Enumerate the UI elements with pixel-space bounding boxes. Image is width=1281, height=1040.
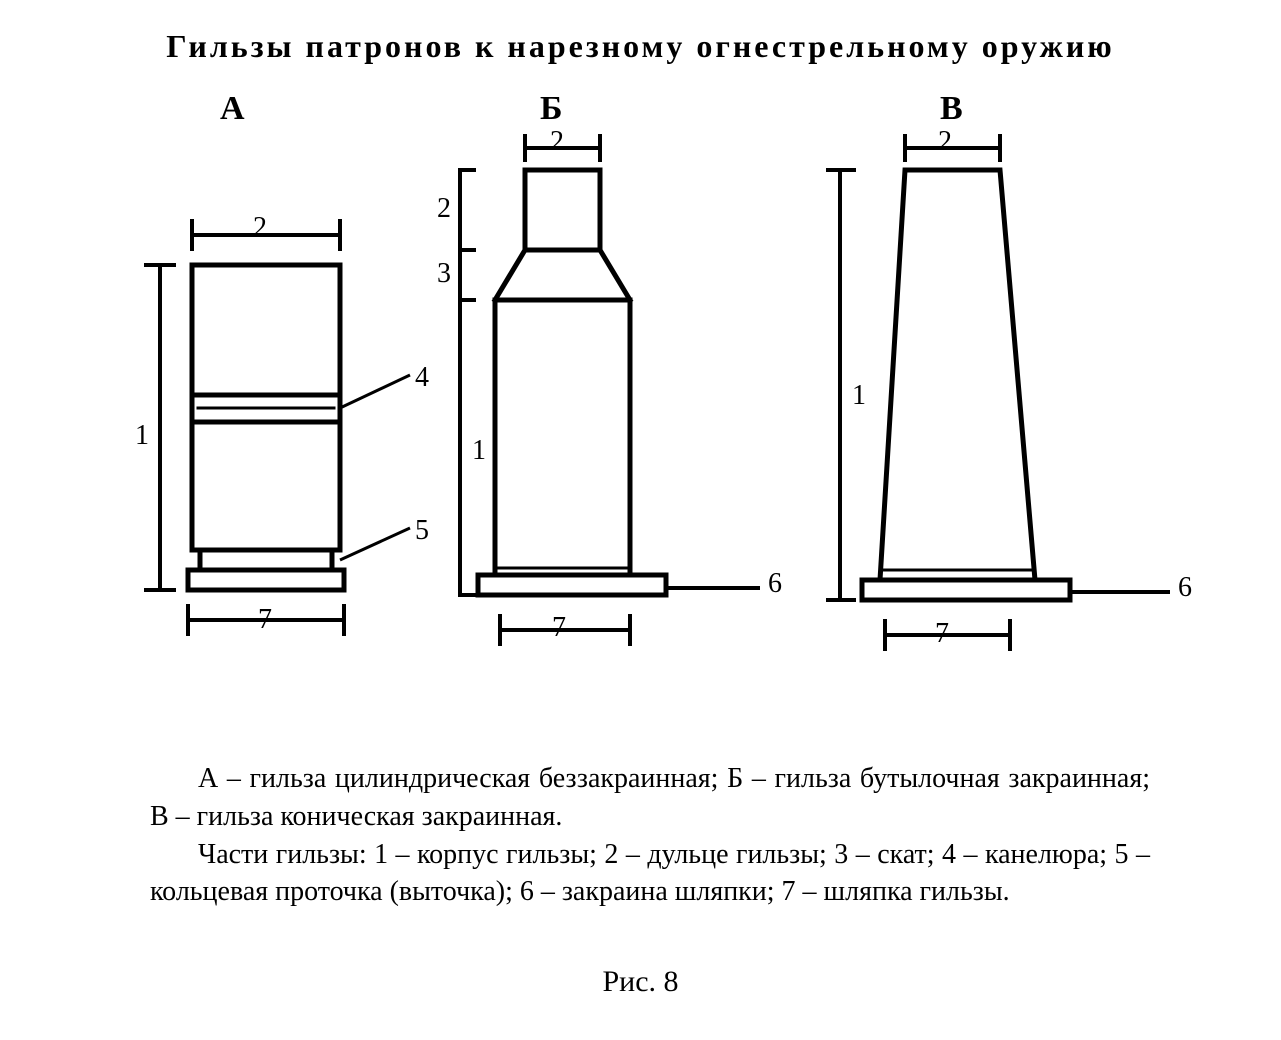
legend: А – гильза цилиндрическая беззакраинная;… (150, 760, 1150, 911)
legend-types: А – гильза цилиндрическая беззакраинная;… (150, 760, 1150, 836)
dim-B-left2: 2 (437, 193, 451, 225)
dim-A-7: 7 (258, 604, 272, 636)
ptr-V-6: 6 (1178, 572, 1192, 604)
dim-B-bot7: 7 (552, 612, 566, 644)
ptr-A-5: 5 (415, 515, 429, 547)
dim-A-1: 1 (135, 420, 149, 452)
dim-B-top2: 2 (550, 126, 564, 158)
dim-V-bot7: 7 (935, 618, 949, 650)
ptr-A-4: 4 (415, 362, 429, 394)
casing-B (440, 90, 800, 680)
dim-V-left1: 1 (852, 380, 866, 412)
dim-B-left3: 3 (437, 258, 451, 290)
page-title: Гильзы патронов к нарезному огнестрельно… (0, 28, 1281, 65)
casing-A (0, 90, 440, 670)
dim-A-2: 2 (253, 212, 267, 244)
diagram-area: А Б В (0, 90, 1281, 730)
ptr-B-6: 6 (768, 568, 782, 600)
dim-V-top2: 2 (938, 126, 952, 158)
dim-B-left1: 1 (472, 435, 486, 467)
figure-caption: Рис. 8 (0, 965, 1281, 999)
legend-parts: Части гильзы: 1 – корпус гильзы; 2 – дул… (150, 836, 1150, 912)
casing-V (820, 90, 1240, 690)
